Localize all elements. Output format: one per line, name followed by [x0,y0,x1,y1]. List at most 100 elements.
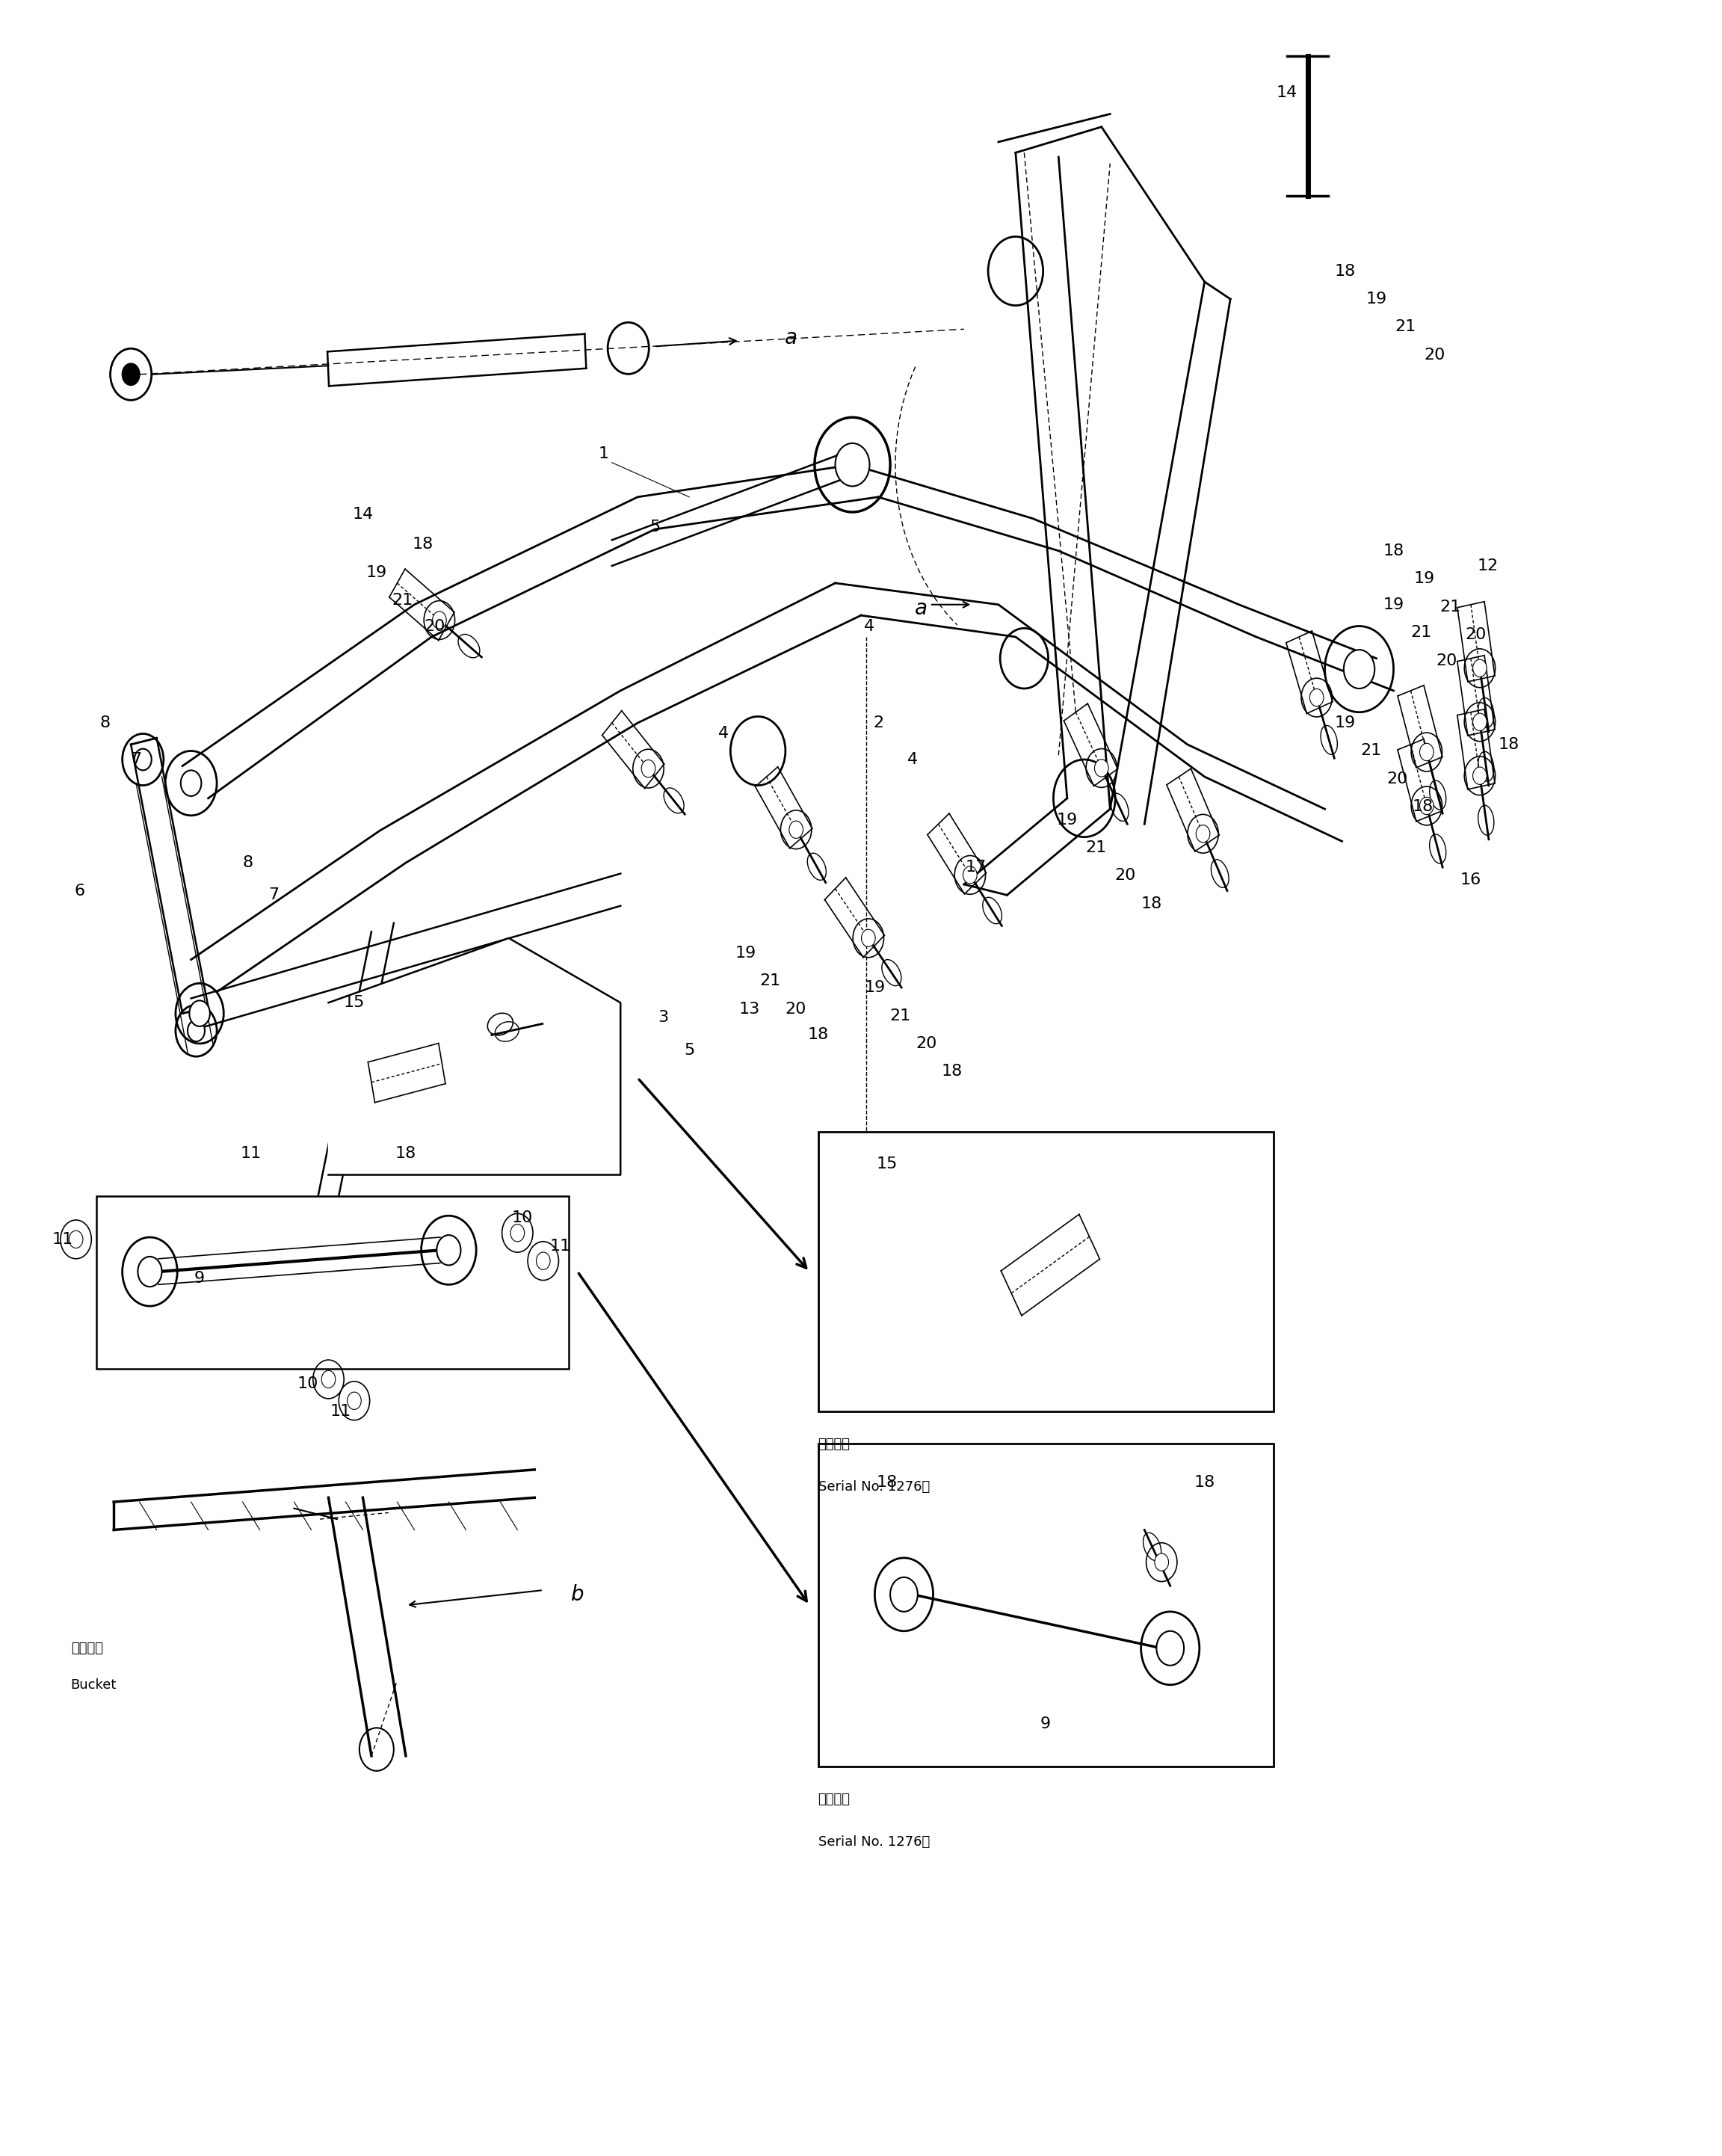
Text: 19: 19 [1057,813,1078,828]
Text: 20: 20 [1436,653,1457,668]
Circle shape [536,1253,549,1270]
Text: 17: 17 [966,860,987,875]
Text: 21: 21 [890,1009,911,1024]
Text: Serial No. 1276～: Serial No. 1276～ [818,1481,930,1494]
Text: 8: 8 [243,856,253,871]
Text: 21: 21 [1360,744,1381,759]
Text: 18: 18 [1335,263,1355,278]
Text: 11: 11 [331,1404,351,1419]
Polygon shape [329,938,620,1175]
Text: 1: 1 [598,446,608,461]
Circle shape [963,867,976,884]
Text: 10: 10 [298,1376,319,1391]
Circle shape [1310,688,1324,707]
Text: 20: 20 [916,1037,937,1050]
Text: 4: 4 [864,619,875,634]
Text: 16: 16 [1460,873,1481,888]
Text: b: b [572,1585,584,1604]
Circle shape [1095,759,1109,776]
Circle shape [1472,768,1486,785]
Text: 12: 12 [1477,558,1498,573]
Circle shape [181,770,201,796]
Text: 15: 15 [344,996,365,1011]
Circle shape [138,1257,162,1287]
Text: 19: 19 [735,946,756,962]
Text: 適用号機: 適用号機 [818,1438,851,1451]
Text: 19: 19 [1366,291,1386,306]
Text: バケット: バケット [71,1641,103,1656]
Bar [818,1132,1273,1412]
Text: 18: 18 [1140,897,1162,912]
Circle shape [789,821,802,839]
Text: 21: 21 [1410,625,1431,640]
Text: 6: 6 [74,884,84,899]
Text: 13: 13 [739,1003,759,1018]
Circle shape [1157,1632,1185,1664]
Text: 8: 8 [100,716,110,731]
Text: 18: 18 [1412,800,1433,815]
Circle shape [861,929,875,946]
Text: 21: 21 [1440,599,1460,614]
Text: 10: 10 [511,1210,534,1225]
Text: 18: 18 [1193,1475,1216,1490]
Text: 21: 21 [1087,841,1107,856]
Text: 19: 19 [1335,716,1355,731]
Text: 7: 7 [131,752,141,768]
Text: a: a [785,328,797,349]
Text: 9: 9 [195,1270,205,1285]
Text: 11: 11 [241,1145,262,1160]
Text: 15: 15 [876,1156,897,1171]
Circle shape [1472,660,1486,677]
Circle shape [1419,798,1434,815]
Text: 3: 3 [658,1011,668,1026]
Text: 5: 5 [649,520,660,535]
Circle shape [188,1020,205,1041]
Circle shape [322,1371,336,1388]
Text: Serial No. 1276～: Serial No. 1276～ [818,1835,930,1850]
Text: 21: 21 [393,593,413,608]
Text: 18: 18 [808,1028,828,1044]
Text: 18: 18 [396,1145,417,1160]
Circle shape [1155,1554,1169,1572]
Bar [96,1197,568,1369]
Text: 11: 11 [549,1238,572,1253]
Text: 5: 5 [684,1044,694,1056]
Polygon shape [818,1132,1273,1412]
Circle shape [134,748,152,770]
Circle shape [1419,744,1434,761]
Circle shape [437,1235,461,1266]
Text: 18: 18 [1498,737,1519,752]
Circle shape [1472,714,1486,731]
Text: 19: 19 [1383,597,1403,612]
Text: 7: 7 [269,888,279,903]
Text: 2: 2 [873,716,883,731]
Circle shape [835,444,870,487]
Circle shape [1343,649,1374,688]
Circle shape [189,1000,210,1026]
Text: 20: 20 [424,619,446,634]
Circle shape [641,759,656,778]
Bar [818,1445,1273,1766]
Text: 19: 19 [1414,571,1434,586]
Text: 19: 19 [367,565,387,580]
Circle shape [348,1393,362,1410]
Circle shape [122,364,139,386]
Text: 21: 21 [1395,319,1415,334]
Text: 20: 20 [1114,869,1137,884]
Text: 11: 11 [52,1231,72,1246]
Text: 18: 18 [876,1475,897,1490]
Text: 4: 4 [907,752,918,768]
Polygon shape [818,1445,1273,1766]
Text: 18: 18 [942,1065,963,1078]
Text: Bucket: Bucket [71,1677,117,1692]
Text: 18: 18 [1383,543,1403,558]
Text: 14: 14 [353,507,374,522]
Text: 9: 9 [1040,1716,1050,1731]
Text: 適用号機: 適用号機 [818,1792,851,1807]
Circle shape [1197,826,1211,843]
Text: 20: 20 [1465,627,1486,642]
Text: 4: 4 [718,727,728,742]
Circle shape [69,1231,83,1248]
Text: 19: 19 [864,981,885,996]
Text: 20: 20 [1386,772,1407,787]
